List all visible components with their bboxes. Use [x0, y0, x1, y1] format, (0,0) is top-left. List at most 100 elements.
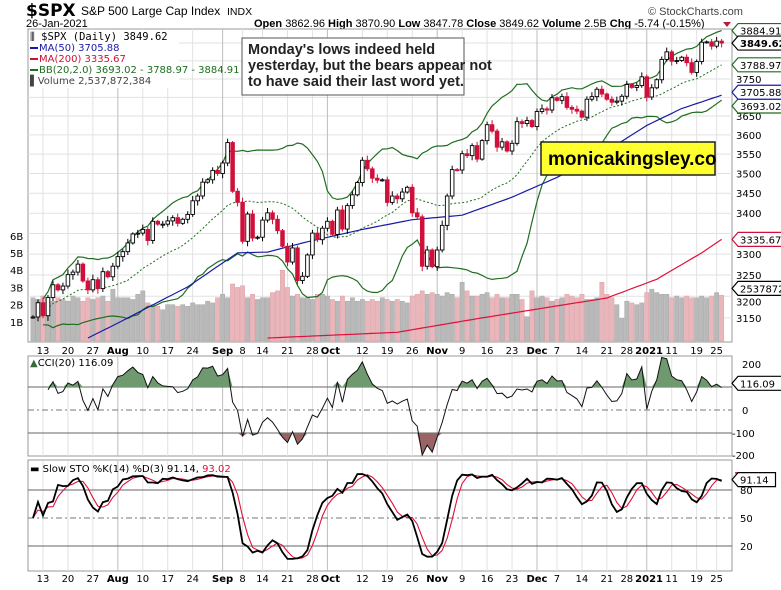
cci-tick-label: -200	[732, 451, 755, 462]
volume-bar	[604, 294, 610, 342]
candle-body	[30, 316, 36, 319]
date-tick-label: 14	[256, 574, 269, 585]
price-tick-label: 3650	[736, 112, 761, 123]
site-text: monicakingsley.co	[548, 149, 717, 170]
cci-legend-text: CCI(20) 116.09	[38, 358, 114, 369]
volume-bar	[220, 294, 226, 342]
chg-value: -5.74 (-0.15%)	[634, 18, 704, 30]
volume-bar	[674, 295, 680, 342]
candle-body	[80, 263, 86, 282]
volume-bar	[155, 306, 161, 342]
candle-body	[65, 274, 71, 287]
candle-body	[245, 213, 250, 242]
volume-bar	[165, 304, 171, 342]
volume-bar	[694, 297, 700, 342]
candle-body	[659, 58, 664, 81]
candle-body	[220, 162, 225, 174]
annotation-box	[241, 37, 465, 96]
candle-body	[230, 142, 235, 192]
volume-bar	[594, 297, 600, 342]
volume-bar	[30, 297, 36, 342]
volume-bar	[689, 297, 695, 342]
candle-body	[709, 41, 714, 47]
candle-body	[644, 76, 650, 98]
candle-body	[619, 95, 625, 102]
volume-bar	[599, 282, 605, 342]
candle-body	[375, 177, 380, 181]
date-tick-label: 28	[306, 574, 319, 585]
candle-body	[594, 88, 600, 98]
volume-bar	[684, 295, 690, 342]
volume-bar	[539, 295, 545, 342]
candle-body	[609, 98, 615, 103]
volume-tick-label: 3B	[10, 283, 23, 294]
date-tick-label: 8	[239, 346, 245, 357]
candle-body	[145, 228, 151, 241]
volume-bar	[469, 295, 475, 342]
date-tick-label: 17	[161, 346, 174, 357]
legend-ma50: MA(50) 3705.88	[39, 43, 120, 54]
candle-body	[320, 227, 325, 241]
bb-middle-line	[42, 64, 722, 313]
date-tick-label: 25	[710, 346, 723, 357]
date-tick-label: 23	[506, 346, 519, 357]
date-tick-label: 13	[37, 574, 50, 585]
candle-body	[484, 124, 490, 142]
candle-body	[340, 209, 345, 230]
candle-body	[310, 232, 315, 256]
candle-body	[669, 51, 674, 62]
date-tick-label: 14	[256, 346, 269, 357]
candle-body	[115, 256, 121, 267]
candle-body	[40, 302, 46, 317]
candle-body	[110, 265, 116, 278]
volume-bar	[644, 292, 650, 342]
legend: ⫼ $SPX (Daily) 3849.62 MA(50) 3705.88 MA…	[29, 31, 240, 87]
volume-bar	[654, 292, 660, 342]
volume-bar	[589, 299, 595, 342]
candle-body	[514, 121, 520, 144]
volume-bar	[115, 297, 121, 342]
candle-body	[390, 195, 395, 203]
volume-bar	[499, 297, 505, 342]
volume-value: 2.5B	[584, 18, 607, 30]
price-tag: 3705.88	[740, 88, 781, 99]
date-tick-label: 12	[356, 574, 369, 585]
candle-body	[285, 245, 290, 263]
volume-bar	[170, 304, 176, 342]
date-tick-label: 2021	[635, 346, 663, 357]
volume-bar	[434, 294, 440, 342]
candle-body	[160, 223, 165, 226]
legend-bb: BB(20,2.0) 3693.02 - 3788.97 - 3884.91	[39, 65, 240, 76]
date-tick-label: 24	[186, 346, 199, 357]
cci-line	[47, 356, 722, 457]
date-tick-label: Dec	[526, 574, 547, 585]
candle-body	[534, 111, 540, 128]
candle-body	[120, 251, 126, 258]
candle-body	[400, 191, 405, 200]
volume-bar	[160, 309, 166, 342]
candle-body	[454, 169, 460, 172]
candle-body	[75, 263, 81, 273]
legend-box	[29, 30, 179, 88]
candle-body	[150, 220, 156, 241]
candle-body	[300, 275, 305, 281]
date-tick-label: 14	[576, 574, 589, 585]
sto-legend-d: 93.02	[202, 464, 231, 475]
candle-body	[325, 220, 330, 229]
date-tick-label: 16	[481, 574, 494, 585]
open-label: Open	[254, 18, 282, 30]
candle-body	[689, 62, 694, 73]
date-tick-label: 27	[87, 574, 100, 585]
volume-bar	[260, 297, 265, 342]
candle-body	[135, 232, 141, 235]
price-tick-label: 3750	[736, 75, 761, 86]
candle-body	[469, 145, 475, 157]
bb-upper-line	[42, 30, 722, 300]
date-tick-label: 19	[381, 346, 394, 357]
exchange: INDX	[227, 6, 252, 18]
volume-tick-label: 5B	[10, 249, 23, 260]
volume-bar	[270, 292, 275, 342]
site-banner	[540, 141, 716, 176]
volume-bar	[140, 290, 146, 342]
candle-body	[175, 217, 180, 224]
